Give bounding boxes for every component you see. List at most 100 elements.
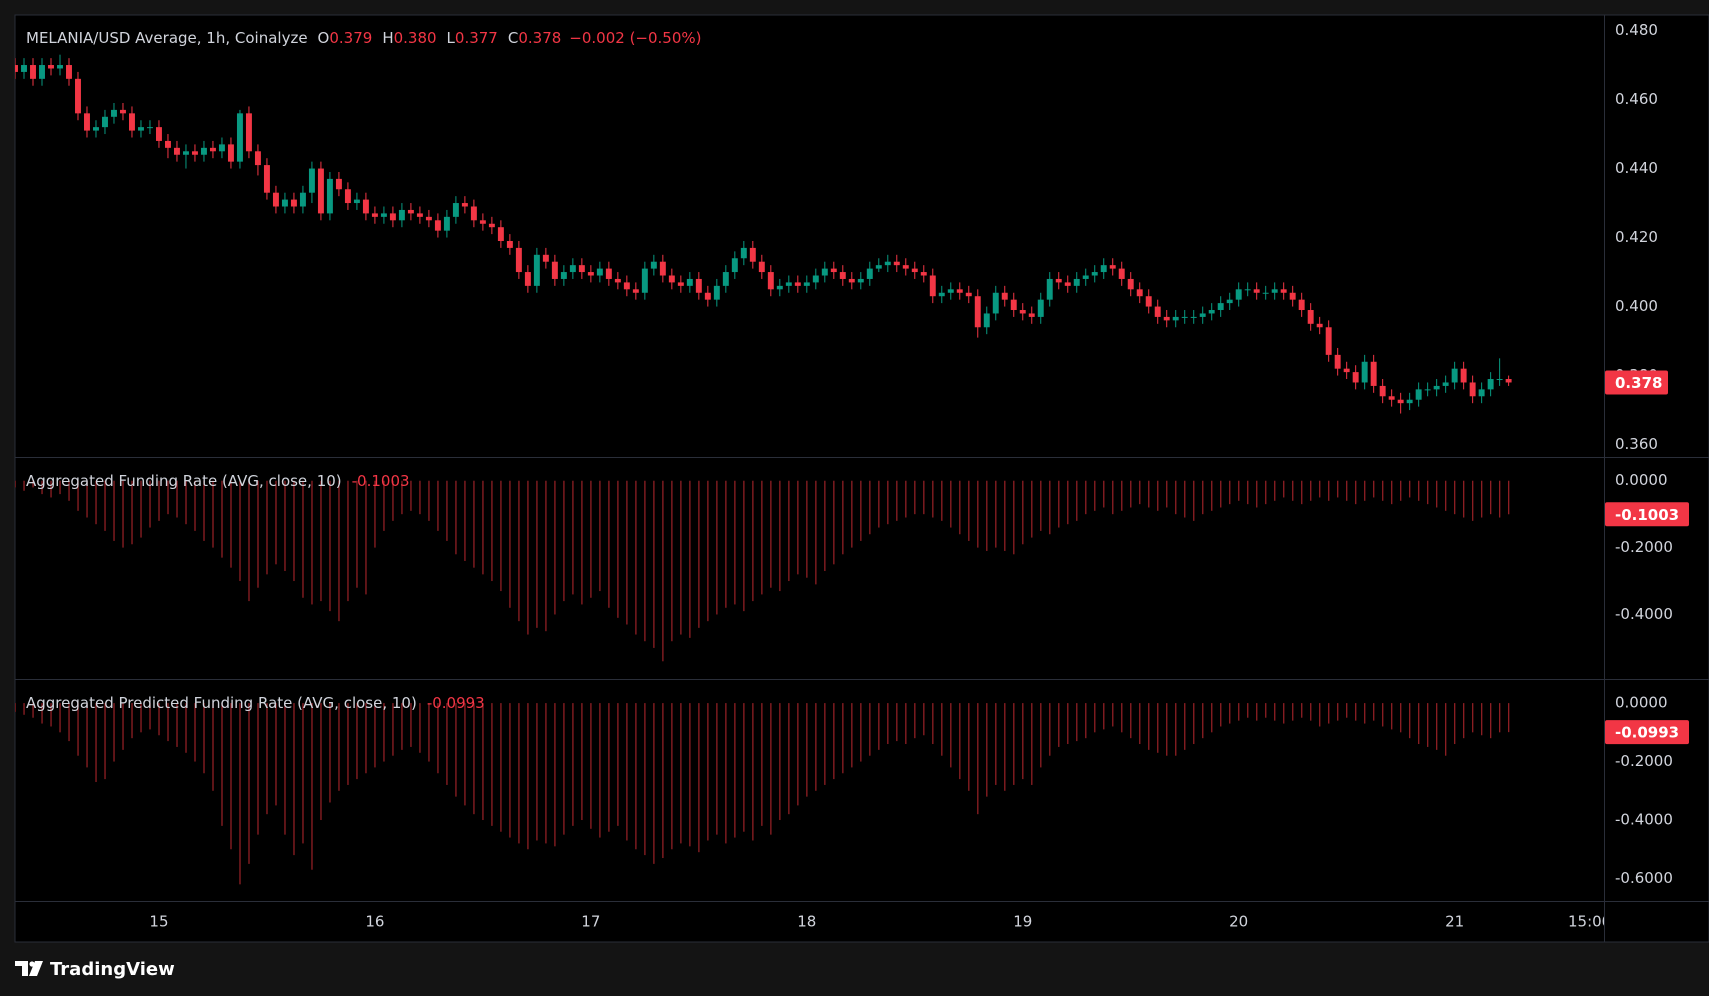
ohlc-value: 0.380 [394,29,437,47]
histogram-bar [725,703,727,844]
candle-body [596,268,603,276]
histogram-bar [833,703,835,780]
x-tick-label: 15:00 [1568,913,1611,931]
histogram-bar [1184,703,1186,750]
histogram-bar [1220,703,1222,727]
histogram-bar [131,703,133,739]
histogram-bar [752,703,754,841]
candle-body [1478,389,1485,397]
candle-body [677,282,684,286]
histogram-bar [1265,703,1267,718]
candle-body [1055,278,1062,283]
histogram-bar [1067,480,1069,525]
candle-body [695,278,702,293]
candle-body [1325,327,1332,355]
price-pane [15,54,1512,414]
histogram-bar [77,480,79,511]
histogram-bar [1103,480,1105,508]
histogram-bar [203,703,205,774]
histogram-bar [1463,480,1465,518]
histogram-bar [1202,480,1204,515]
histogram-bar [1166,703,1168,756]
predicted-funding-pane [15,703,1510,885]
candle-body [227,144,234,162]
histogram-bar [653,703,655,864]
histogram-bar [1103,703,1105,730]
histogram-bar [986,703,988,797]
histogram-bar [122,480,124,548]
histogram-bar [131,480,133,545]
candle-body [1397,399,1404,404]
candle-body [1451,368,1458,383]
histogram-bar [1166,480,1168,508]
histogram-bar [608,480,610,608]
candle-body [1037,299,1044,317]
logo-mark [29,961,43,976]
histogram-bar [1256,480,1258,508]
y-tick-label: 0.0000 [1615,694,1668,712]
histogram-bar [41,703,43,724]
histogram-bar [797,703,799,806]
histogram-bar [887,703,889,745]
histogram-bar [419,480,421,515]
histogram-bar [617,703,619,826]
histogram-bar [491,480,493,582]
histogram-bar [671,480,673,642]
histogram-bar [860,703,862,762]
candle-body [57,65,63,69]
candle-body [1415,389,1422,400]
candle-body [344,189,351,204]
candle-body [1496,379,1503,381]
histogram-bar [383,703,385,762]
histogram-bar [257,703,259,835]
candle-body [1226,299,1233,304]
histogram-bar [338,703,340,791]
candle-body [263,165,270,193]
histogram-bar [320,480,322,602]
histogram-bar [1409,703,1411,739]
indicator-title: Aggregated Predicted Funding Rate (AVG, … [26,694,417,712]
candle-body [1190,316,1197,318]
price-axes: 0.4800.4600.4400.4200.4000.3800.3600.378… [1605,21,1689,887]
histogram-bar [365,703,367,774]
candle-body [740,247,747,259]
candle-body [200,147,207,155]
histogram-bar [149,480,151,528]
candle-body [479,220,486,224]
candle-body [1388,396,1395,400]
candle-body [1379,385,1386,397]
histogram-bar [1436,480,1438,508]
histogram-bar [50,703,52,727]
candle-body [722,272,729,286]
histogram-bar [689,703,691,847]
candle-body [587,272,594,276]
time-axis: 15 16 17 18 19 20 21 15:00 [149,913,1611,931]
candle-body [1136,289,1143,297]
candle-body [1271,289,1278,293]
indicator-title: Aggregated Funding Rate (AVG, close, 10) [26,472,342,490]
candle-body [929,275,936,297]
histogram-bar [905,480,907,518]
y-tick-label: 0.460 [1615,90,1658,108]
y-tick-label: -0.4000 [1615,605,1673,623]
candle-body [884,261,891,266]
candle-body [371,213,378,217]
histogram-bar [1040,480,1042,531]
candle-body [236,113,243,162]
candle-body [389,213,396,221]
histogram-bar [482,703,484,821]
y-tick-label: 0.440 [1615,159,1658,177]
candle-body [1280,289,1287,293]
candle-body [1208,310,1215,314]
histogram-bar [1355,480,1357,505]
histogram-bar [68,703,70,742]
candle-body [1442,382,1449,386]
histogram-bar [104,703,106,780]
candle-body [129,113,135,131]
histogram-bar [977,480,979,548]
candle-body [146,127,153,129]
histogram-bar [950,703,952,768]
histogram-bar [302,480,304,598]
candle-body [335,178,342,190]
histogram-bar [1022,703,1024,780]
